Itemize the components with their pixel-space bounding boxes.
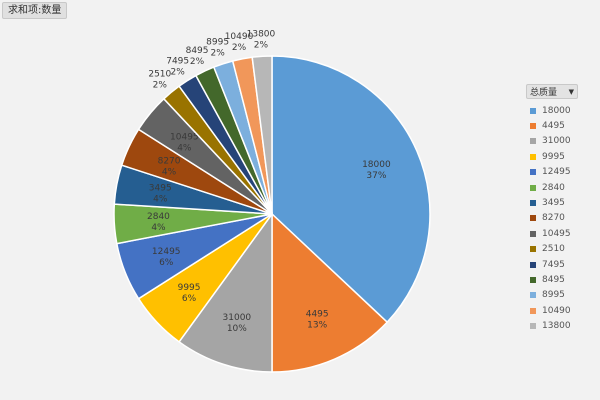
data-label-value: 9995 (178, 283, 201, 293)
data-label-value: 18000 (362, 160, 391, 170)
legend-label: 2510 (542, 244, 565, 255)
data-label-percent: 2% (232, 43, 247, 53)
legend-label: 4495 (542, 121, 565, 132)
data-label-percent: 10% (227, 324, 247, 334)
legend-label: 13800 (542, 321, 571, 332)
data-label-percent: 2% (171, 67, 186, 77)
legend-item: 10495 (526, 226, 600, 241)
data-label-percent: 2% (190, 57, 205, 67)
data-label-value: 10495 (170, 132, 199, 142)
legend-item: 18000 (526, 103, 600, 118)
legend-item: 8495 (526, 272, 600, 287)
data-label-value: 2510 (148, 69, 171, 79)
legend-item: 31000 (526, 134, 600, 149)
pie-slice-13800[interactable] (251, 55, 273, 215)
legend-label: 9995 (542, 151, 565, 162)
legend-label: 8270 (542, 213, 565, 224)
pie-slice-4495[interactable] (271, 212, 389, 373)
legend-label: 12495 (542, 167, 571, 178)
legend-item: 2510 (526, 242, 600, 257)
legend-item: 2840 (526, 180, 600, 195)
legend-item: 10490 (526, 303, 600, 318)
legend: 总质量 ▼ 18000 4495 31000 9995 12495 2840 3495 827… (526, 84, 600, 334)
data-label-value: 4495 (306, 309, 329, 319)
legend-label: 10495 (542, 228, 571, 239)
legend-label: 31000 (542, 136, 571, 147)
legend-item: 8995 (526, 288, 600, 303)
data-label-percent: 4% (177, 143, 192, 153)
data-label-percent: 4% (151, 223, 166, 233)
data-label-percent: 2% (153, 80, 168, 90)
legend-swatch (530, 307, 536, 314)
legend-item: 13800 (526, 318, 600, 333)
data-label-value: 8270 (158, 157, 181, 167)
legend-filter-button[interactable]: 总质量 ▼ (526, 84, 578, 99)
legend-label: 8495 (542, 274, 565, 285)
data-label-value: 12495 (152, 247, 181, 257)
legend-item: 7495 (526, 257, 600, 272)
data-label-value: 2840 (147, 212, 170, 222)
data-label-value: 13800 (247, 29, 276, 39)
legend-label: 18000 (542, 105, 571, 116)
legend-label: 2840 (542, 182, 565, 193)
legend-label: 10490 (542, 305, 571, 316)
legend-swatch (530, 200, 536, 207)
data-label-percent: 2% (254, 40, 269, 50)
legend-swatch (530, 184, 536, 191)
data-label-percent: 6% (182, 294, 197, 304)
legend-swatch (530, 323, 536, 330)
data-label-percent: 6% (159, 258, 174, 268)
legend-swatch (530, 169, 536, 176)
legend-items: 18000 4495 31000 9995 12495 2840 3495 8270 10495… (526, 103, 600, 334)
legend-item: 9995 (526, 149, 600, 164)
data-label-value: 10490 (225, 32, 254, 42)
legend-item: 12495 (526, 165, 600, 180)
data-label-value: 7495 (166, 56, 189, 66)
data-label-value: 8995 (206, 38, 229, 48)
data-label-value: 3495 (149, 184, 172, 194)
pie-slice-31000[interactable] (178, 211, 273, 373)
data-label-value: 31000 (223, 313, 252, 323)
legend-swatch (530, 261, 536, 268)
data-label-percent: 13% (307, 320, 327, 330)
legend-swatch (530, 292, 536, 299)
pie-slice-18000[interactable] (271, 55, 431, 324)
legend-title: 总质量 (530, 88, 558, 98)
legend-item: 8270 (526, 211, 600, 226)
legend-item: 3495 (526, 195, 600, 210)
legend-swatch (530, 230, 536, 237)
legend-item: 4495 (526, 118, 600, 133)
legend-swatch (530, 215, 536, 222)
legend-label: 7495 (542, 259, 565, 270)
legend-label: 8995 (542, 290, 565, 301)
dropdown-arrow-icon: ▼ (568, 87, 574, 96)
data-label-percent: 4% (162, 168, 177, 178)
pivot-value-field-button[interactable]: 求和项:数量 (2, 2, 68, 19)
legend-swatch (530, 153, 536, 160)
data-label-percent: 4% (153, 195, 168, 205)
legend-swatch (530, 138, 536, 145)
legend-swatch (530, 107, 536, 114)
legend-label: 3495 (542, 198, 565, 209)
data-label-percent: 37% (366, 171, 386, 181)
legend-swatch (530, 123, 536, 130)
legend-swatch (530, 276, 536, 283)
data-label-percent: 2% (210, 49, 225, 59)
data-label-value: 8495 (186, 46, 209, 56)
legend-swatch (530, 246, 536, 253)
